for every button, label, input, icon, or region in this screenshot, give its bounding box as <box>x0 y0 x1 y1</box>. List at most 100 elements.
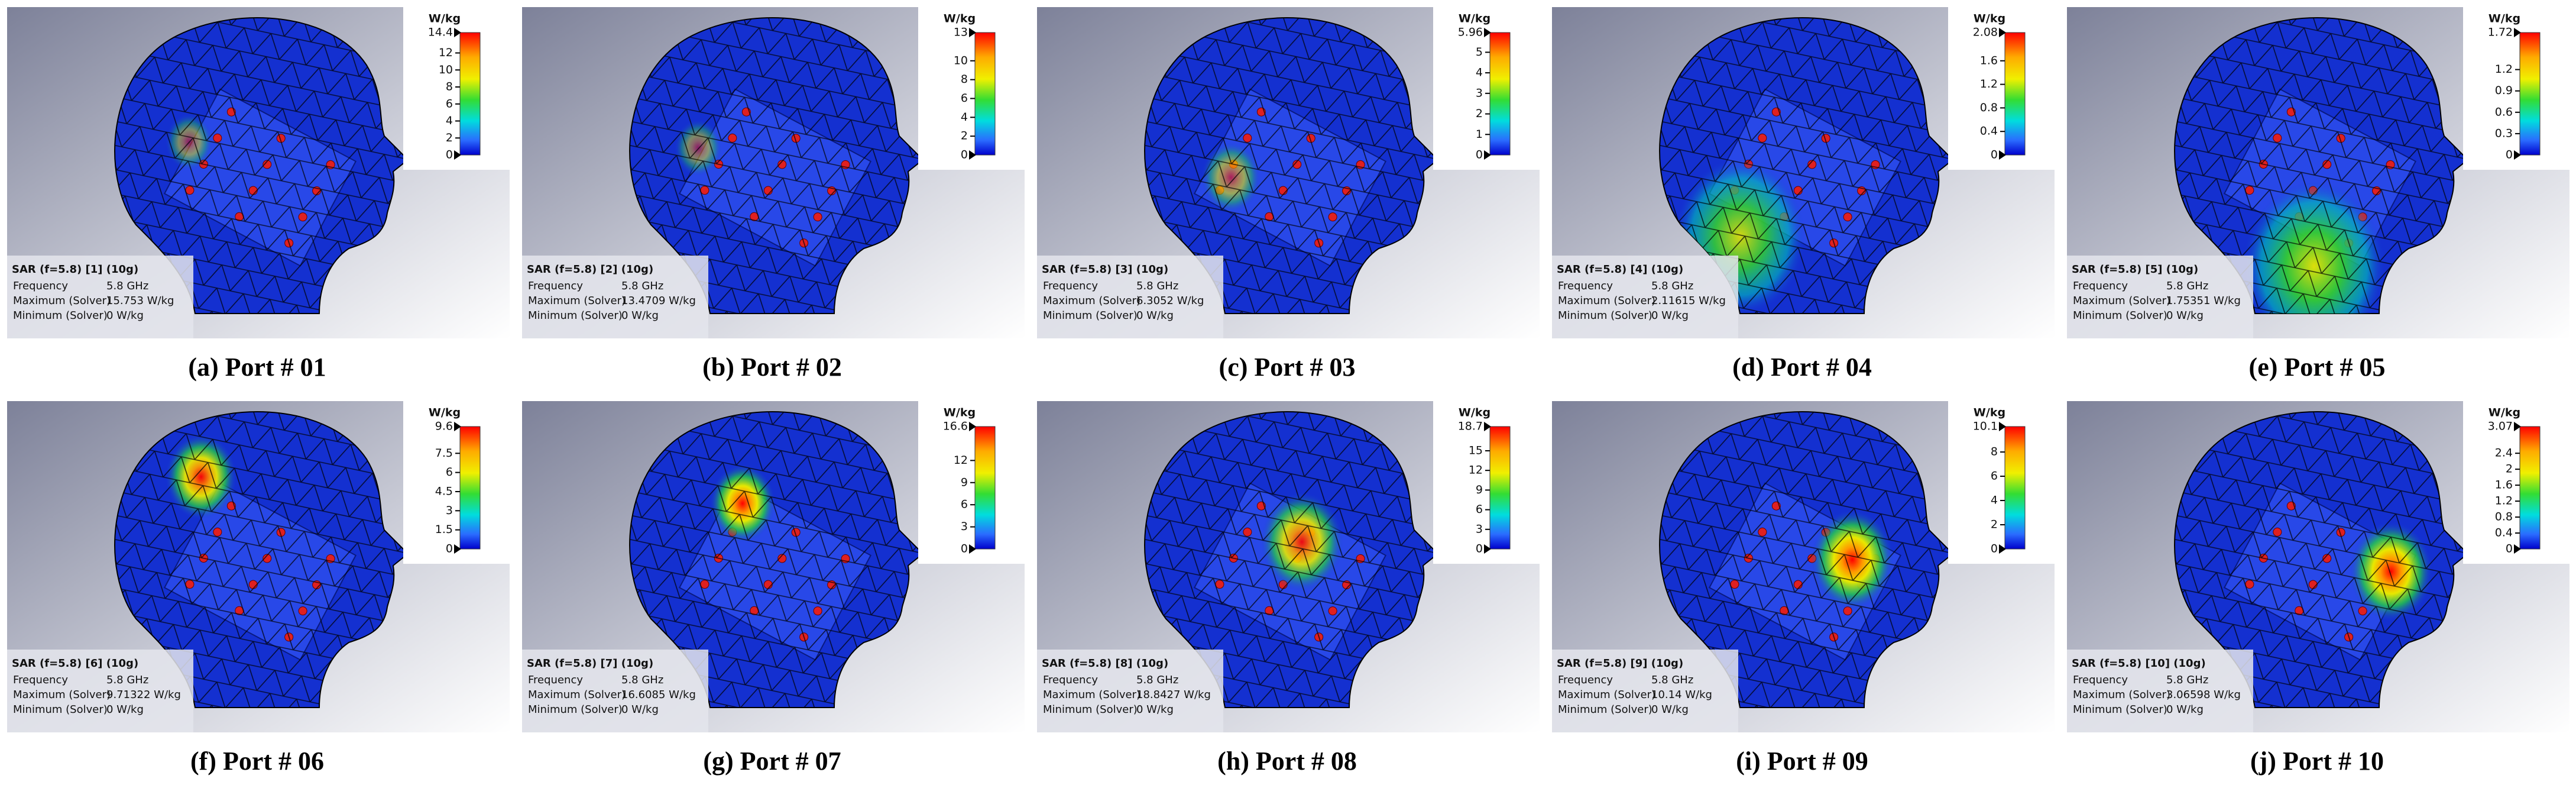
info-label: Frequency <box>13 674 68 686</box>
max-marker <box>454 422 461 431</box>
info-value: 0 W/kg <box>621 703 659 716</box>
info-label: Frequency <box>528 280 583 292</box>
info-label: Minimum (Solver) <box>1043 703 1138 716</box>
caption: (b) Port # 02 <box>702 353 842 382</box>
info-label: Maximum (Solver) <box>528 295 626 307</box>
colorbar-tick-label: 9 <box>1476 483 1483 496</box>
colorbar-tick-label: 0.8 <box>1980 101 1998 114</box>
panel: SAR (f=5.8) [8] (10g) Frequency 5.8 GHz Max… <box>1037 401 1543 776</box>
info-title: SAR (f=5.8) [5] (10g) <box>2072 263 2198 276</box>
colorbar-tick-label: 4.5 <box>435 485 453 498</box>
info-label: Maximum (Solver) <box>1043 689 1140 701</box>
colorbar <box>2004 426 2026 550</box>
info-label: Minimum (Solver) <box>2073 703 2167 716</box>
info-label: Frequency <box>1558 280 1613 292</box>
panel: SAR (f=5.8) [2] (10g) Frequency 5.8 GHz Max… <box>522 7 1028 382</box>
max-marker <box>1999 422 2006 431</box>
colorbar-tick-label: 12 <box>954 454 968 467</box>
colorbar-tick-label: 2 <box>961 130 968 143</box>
info-value: 0 W/kg <box>2166 309 2204 322</box>
info-value: 13.4709 W/kg <box>621 295 696 307</box>
colorbar-tick-label: 14.4 <box>428 26 453 39</box>
colorbar-tick-label: 0 <box>446 542 453 556</box>
info-value: 0 W/kg <box>106 309 144 322</box>
colorbar-tick-label: 2.4 <box>2495 447 2513 460</box>
info-value: 5.8 GHz <box>106 280 148 292</box>
colorbar-tick-label: 2 <box>2506 463 2513 476</box>
info-label: Frequency <box>1043 280 1098 292</box>
colorbar-tick-label: 0 <box>1991 148 1998 162</box>
colorbar-tick-label: 16.6 <box>943 420 968 433</box>
info-label: Frequency <box>1558 674 1613 686</box>
colorbar-tick-label: 0 <box>1476 542 1483 556</box>
colorbar-tick-label: 1 <box>1476 128 1483 141</box>
info-value: 5.8 GHz <box>1136 280 1178 292</box>
colorbar-tick-label: 0.4 <box>2495 527 2513 540</box>
info-label: Maximum (Solver) <box>13 689 111 701</box>
colorbar-tick-label: 15 <box>1469 444 1483 457</box>
caption: (e) Port # 05 <box>2249 353 2386 382</box>
min-marker <box>1484 150 1491 160</box>
info-box <box>1037 256 1223 338</box>
panel: SAR (f=5.8) [10] (10g) Frequency 5.8 GHz Ma… <box>2067 401 2572 776</box>
info-label: Minimum (Solver) <box>1558 703 1652 716</box>
caption: (d) Port # 04 <box>1732 353 1872 382</box>
info-value: 0 W/kg <box>2166 703 2204 716</box>
max-marker <box>969 422 976 431</box>
colorbar-tick-label: 2 <box>1476 107 1483 120</box>
info-label: Frequency <box>1043 674 1098 686</box>
colorbar-tick-label: 12 <box>439 46 453 59</box>
info-value: 0 W/kg <box>1651 703 1689 716</box>
info-label: Maximum (Solver) <box>2073 295 2170 307</box>
min-marker <box>969 544 976 554</box>
info-label: Frequency <box>13 280 68 292</box>
info-label: Maximum (Solver) <box>1043 295 1140 307</box>
caption: (j) Port # 10 <box>2250 747 2384 776</box>
colorbar-tick-label: 2 <box>446 131 453 144</box>
max-marker <box>969 28 976 37</box>
colorbar <box>2519 426 2541 550</box>
colorbar-tick-label: 0 <box>961 542 968 556</box>
colorbar-tick-label: 1.5 <box>435 523 453 536</box>
colorbar-tick-label: 0 <box>2506 148 2513 162</box>
colorbar-tick-label: 6 <box>1476 503 1483 516</box>
colorbar-tick-label: 0 <box>1476 148 1483 162</box>
info-label: Maximum (Solver) <box>13 295 111 307</box>
caption: (h) Port # 08 <box>1217 747 1357 776</box>
info-value: 3.06598 W/kg <box>2166 689 2241 701</box>
colorbar-tick-label: 9.6 <box>435 420 453 433</box>
caption: (i) Port # 09 <box>1736 747 1868 776</box>
info-value: 1.75351 W/kg <box>2166 295 2241 307</box>
info-value: 5.8 GHz <box>1651 280 1693 292</box>
colorbar-tick-label: 0.6 <box>2495 105 2513 118</box>
colorbar-tick-label: 3.07 <box>2488 420 2513 433</box>
colorbar-tick-label: 13 <box>954 26 968 39</box>
info-title: SAR (f=5.8) [10] (10g) <box>2072 657 2206 670</box>
info-box <box>1552 650 1738 732</box>
colorbar-tick-label: 2 <box>1991 518 1998 531</box>
colorbar-tick-label: 18.7 <box>1458 420 1483 433</box>
info-label: Maximum (Solver) <box>1558 689 1655 701</box>
info-value: 5.8 GHz <box>621 280 663 292</box>
colorbar-tick-label: 10 <box>954 54 968 67</box>
colorbar-tick-label: 0 <box>961 148 968 162</box>
min-marker <box>1999 150 2006 160</box>
info-label: Maximum (Solver) <box>2073 689 2170 701</box>
colorbar <box>1489 32 1511 156</box>
colorbar-unit: W/kg <box>1459 12 1490 25</box>
colorbar-tick-label: 8 <box>961 73 968 86</box>
colorbar-unit: W/kg <box>2488 12 2520 25</box>
colorbar <box>2004 32 2026 156</box>
info-value: 5.8 GHz <box>2166 674 2208 686</box>
min-marker <box>2514 544 2521 554</box>
info-title: SAR (f=5.8) [8] (10g) <box>1042 657 1168 670</box>
min-marker <box>454 544 461 554</box>
colorbar-tick-label: 0.9 <box>2495 84 2513 97</box>
info-title: SAR (f=5.8) [7] (10g) <box>527 657 653 670</box>
min-marker <box>1484 544 1491 554</box>
info-value: 0 W/kg <box>621 309 659 322</box>
colorbar-tick-label: 0.3 <box>2495 127 2513 140</box>
colorbar-tick-label: 9 <box>961 476 968 489</box>
panel: SAR (f=5.8) [4] (10g) Frequency 5.8 GHz Max… <box>1552 7 2057 382</box>
head-overlay <box>1145 18 1438 314</box>
